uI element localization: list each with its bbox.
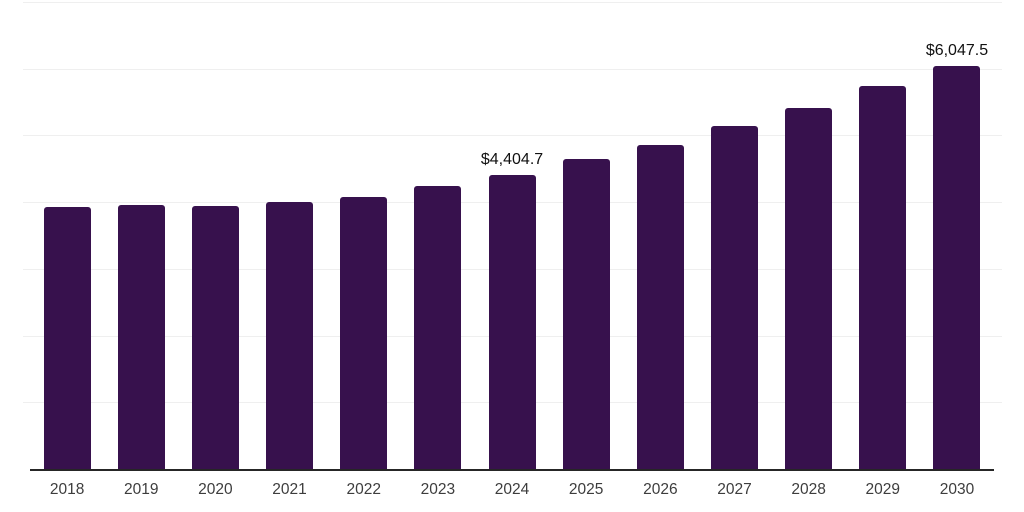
bar-2025 — [562, 159, 610, 469]
bars: $4,404.7 $6,047.5 — [30, 2, 994, 469]
bar-2022 — [340, 197, 388, 469]
bar-2018 — [43, 207, 91, 469]
x-axis-label-2019: 2019 — [123, 481, 159, 498]
bar-column-2024: $4,404.7 — [475, 2, 549, 469]
x-axis-labels: 2018 2019 2020 2021 2022 2023 2024 2025 2026 2027… — [30, 481, 994, 500]
x-axis-label-2029: 2029 — [865, 481, 901, 498]
bar-column-2018 — [30, 2, 104, 469]
bar-2026 — [636, 144, 684, 469]
gridline — [23, 135, 1002, 137]
bar-column-2029 — [846, 2, 920, 469]
bar-2024 — [488, 175, 536, 469]
gridline — [23, 68, 1002, 70]
x-axis-label-2024: 2024 — [494, 481, 530, 498]
bar-column-2023 — [401, 2, 475, 469]
bar-column-2020 — [178, 2, 252, 469]
x-axis-label-2023: 2023 — [420, 481, 456, 498]
bar-2028 — [785, 108, 833, 469]
x-axis-label-2030: 2030 — [939, 481, 975, 498]
bar-column-2028 — [772, 2, 846, 469]
bar-column-2022 — [327, 2, 401, 469]
x-axis-line — [30, 469, 994, 471]
x-axis-label-2028: 2028 — [791, 481, 826, 498]
bar-column-2025 — [549, 2, 623, 469]
bar-value-label-2024: $4,404.7 — [480, 151, 544, 169]
bar-2023 — [414, 186, 462, 469]
x-axis-label-2026: 2026 — [643, 481, 678, 498]
bar-2027 — [710, 126, 758, 469]
bar-2021 — [266, 202, 314, 469]
x-axis-label-2022: 2022 — [346, 481, 381, 498]
bar-column-2021 — [252, 2, 326, 469]
plot-area: $4,404.7 $6,047.5 — [23, 2, 1002, 471]
gridline — [23, 2, 1002, 3]
bar-value-label-2030: $6,047.5 — [925, 41, 989, 59]
bar-column-2030: $6,047.5 — [920, 2, 994, 469]
bar-column-2026 — [623, 2, 697, 469]
bar-2020 — [191, 206, 239, 469]
bar-column-2027 — [697, 2, 771, 469]
x-axis-label-2020: 2020 — [198, 481, 233, 498]
bar-2019 — [117, 204, 165, 469]
bar-2029 — [859, 86, 907, 469]
x-axis-label-2018: 2018 — [49, 481, 85, 498]
x-axis-label-2027: 2027 — [717, 481, 752, 498]
x-axis-label-2025: 2025 — [568, 481, 604, 498]
x-axis-label-2021: 2021 — [272, 481, 307, 498]
bar-2030 — [933, 65, 981, 469]
bar-column-2019 — [104, 2, 178, 469]
